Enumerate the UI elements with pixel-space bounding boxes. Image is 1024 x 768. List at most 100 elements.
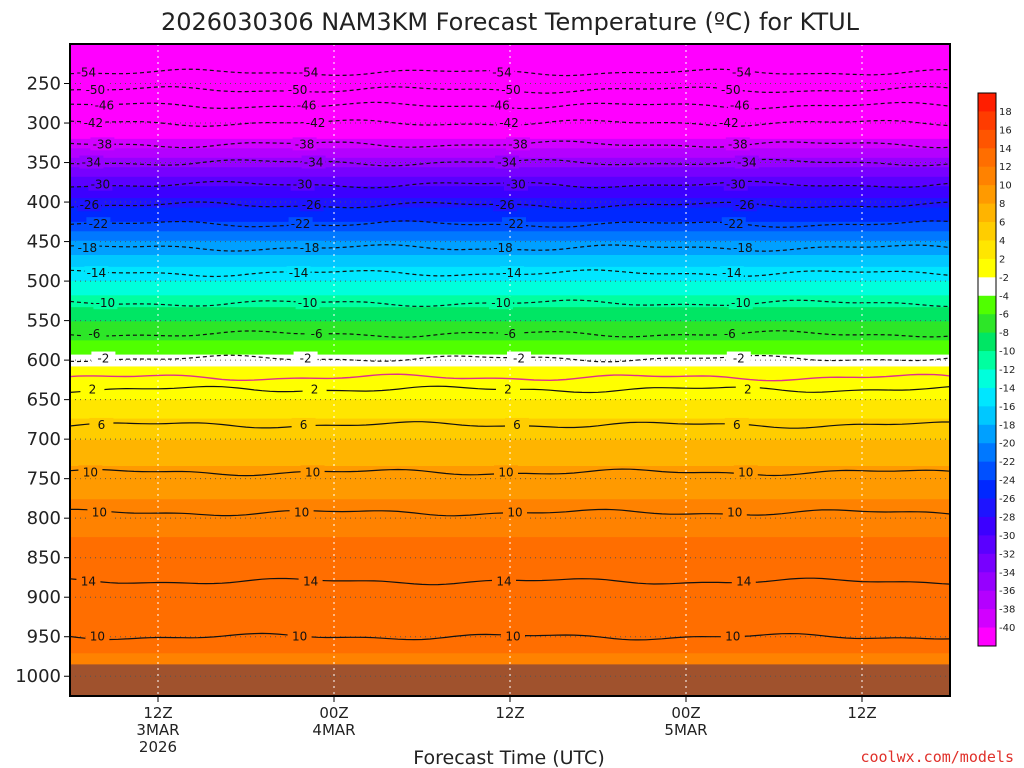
isotherm-label-bg	[77, 198, 102, 212]
temperature-band	[70, 53, 950, 57]
isotherm-label: -14	[289, 266, 309, 280]
isotherm-label-bg	[74, 65, 99, 79]
temperature-band	[70, 646, 950, 650]
temperature-band	[70, 371, 950, 375]
isotherm-label: 6	[300, 418, 308, 432]
colorbar-label: -16	[999, 402, 1015, 413]
isotherm-label-bg	[716, 116, 741, 130]
isotherm-label-bg	[79, 155, 104, 169]
isotherm-label-bg	[292, 137, 317, 151]
isotherm-label-bg	[717, 327, 742, 341]
isotherm-label: -18	[78, 241, 98, 255]
isotherm-label-bg	[732, 198, 757, 212]
colorbar-label: -40	[999, 623, 1015, 634]
temperature-band	[70, 413, 950, 417]
isotherm-label-bg	[507, 351, 531, 365]
colorbar-swatch	[978, 461, 996, 481]
temperature-band	[70, 406, 950, 410]
colorbar-label: 14	[999, 144, 1012, 155]
temperature-band	[70, 77, 950, 81]
colorbar-label: -36	[999, 586, 1015, 597]
isotherm-label: 2	[744, 382, 752, 396]
isotherm-label: -34	[82, 156, 102, 170]
y-tick-label: 600	[27, 350, 61, 371]
isotherm-label: -30	[293, 178, 313, 192]
temperature-band	[70, 368, 950, 372]
isotherm-label: -14	[502, 266, 522, 280]
y-tick-label: 300	[27, 113, 61, 134]
temperature-band	[70, 572, 950, 576]
temperature-band	[70, 489, 950, 493]
colorbar-swatch	[978, 258, 996, 278]
isotherm-label: -22	[291, 217, 311, 231]
isotherm-label: 10	[83, 465, 98, 479]
colorbar-label: 10	[999, 181, 1012, 192]
isotherm-label-bg	[299, 198, 324, 212]
isotherm-label: -34	[304, 156, 324, 170]
isotherm-label: 10	[92, 506, 107, 520]
temperature-band	[70, 345, 950, 349]
isotherm-label: -54	[492, 65, 512, 79]
temperature-band	[70, 461, 950, 465]
colorbar-swatch	[978, 295, 996, 315]
isotherm-label: -2	[513, 352, 525, 366]
isotherm-label: -2	[97, 352, 109, 366]
temperature-band	[70, 501, 950, 505]
x-tick-label: 12Z	[143, 704, 172, 722]
isotherm-label-bg	[91, 351, 116, 365]
temperature-band	[70, 231, 950, 235]
temperature-band	[70, 532, 950, 536]
temperature-band	[70, 172, 950, 175]
isotherm-label-bg	[89, 417, 114, 431]
isotherm-label-bg	[88, 177, 113, 191]
temperature-band	[70, 364, 950, 368]
colorbar-swatch	[978, 332, 996, 352]
temperature-band	[70, 610, 950, 614]
isotherm-label: -50	[86, 83, 106, 97]
colorbar-label: -12	[999, 365, 1015, 376]
colorbar-swatch	[978, 498, 996, 518]
temperature-band	[70, 288, 950, 292]
isotherm-label-bg	[488, 98, 512, 112]
isotherm-label-bg	[722, 505, 747, 519]
isotherm-label: -54	[77, 65, 97, 79]
isotherm-label-bg	[727, 98, 752, 112]
temperature-band	[70, 660, 950, 664]
temperature-band	[70, 309, 950, 313]
isotherm-label: -46	[730, 99, 750, 113]
temperature-band	[70, 238, 950, 242]
colorbar-swatch	[978, 93, 996, 112]
isotherm-label: -38	[728, 137, 748, 151]
colorbar-label: 4	[999, 236, 1005, 247]
x-tick-label: 3MAR	[136, 721, 179, 739]
isotherm-label: 2	[311, 382, 319, 396]
temperature-band	[70, 321, 950, 325]
isotherm-label: -30	[91, 178, 111, 192]
y-tick-label: 650	[27, 390, 61, 411]
colorbar-swatch	[978, 203, 996, 223]
temperature-band	[70, 560, 950, 564]
colorbar-swatch	[978, 535, 996, 555]
colorbar-swatch	[978, 314, 996, 334]
isotherm-label: -46	[95, 99, 115, 113]
temperature-band	[70, 551, 950, 555]
temperature-band	[70, 58, 950, 62]
isotherm-label-bg	[721, 217, 746, 231]
temperature-band	[70, 195, 950, 199]
temperature-band	[70, 340, 950, 344]
isotherm-label: 10	[294, 506, 309, 520]
isotherm-label: -42	[84, 116, 104, 130]
colorbar-swatch	[978, 443, 996, 463]
isotherm-label: 10	[498, 465, 513, 479]
temperature-band	[70, 167, 950, 171]
isotherm-label: -42	[306, 116, 326, 130]
isotherm-label-bg	[304, 327, 329, 341]
isotherm-label-bg	[289, 505, 314, 519]
temperature-band	[70, 262, 950, 266]
y-tick-label: 900	[27, 587, 61, 608]
colorbar-swatch	[978, 277, 996, 297]
isotherm-label-bg	[80, 382, 105, 396]
temperature-band	[70, 129, 950, 133]
isotherm-label: -50	[501, 83, 521, 97]
